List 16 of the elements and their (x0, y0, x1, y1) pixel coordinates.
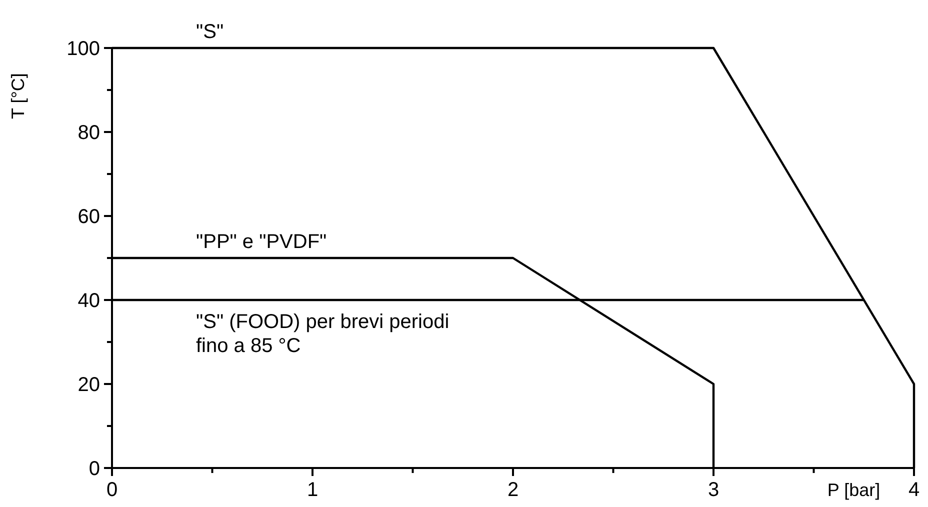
x-tick-label: 4 (908, 479, 920, 501)
y-tick-label: 20 (78, 374, 100, 396)
y-tick-label: 40 (78, 290, 100, 312)
y-tick-label: 80 (78, 122, 100, 144)
y-tick-label: 100 (66, 38, 100, 60)
y-tick-label: 60 (78, 206, 100, 228)
series-label: "S" (FOOD) per brevi periodi fino a 85 °C (196, 311, 450, 357)
x-axis-title: P [bar] (827, 480, 880, 500)
series-label: "S" (196, 21, 224, 43)
x-tick-label: 2 (507, 479, 519, 501)
x-tick-label: 1 (306, 479, 318, 501)
y-axis-title: T [°C] (8, 73, 28, 119)
x-tick-label: 0 (106, 479, 118, 501)
series-label: "PP" e "PVDF" (196, 231, 327, 253)
y-tick-label: 0 (88, 458, 100, 480)
x-tick-label: 3 (708, 479, 720, 501)
